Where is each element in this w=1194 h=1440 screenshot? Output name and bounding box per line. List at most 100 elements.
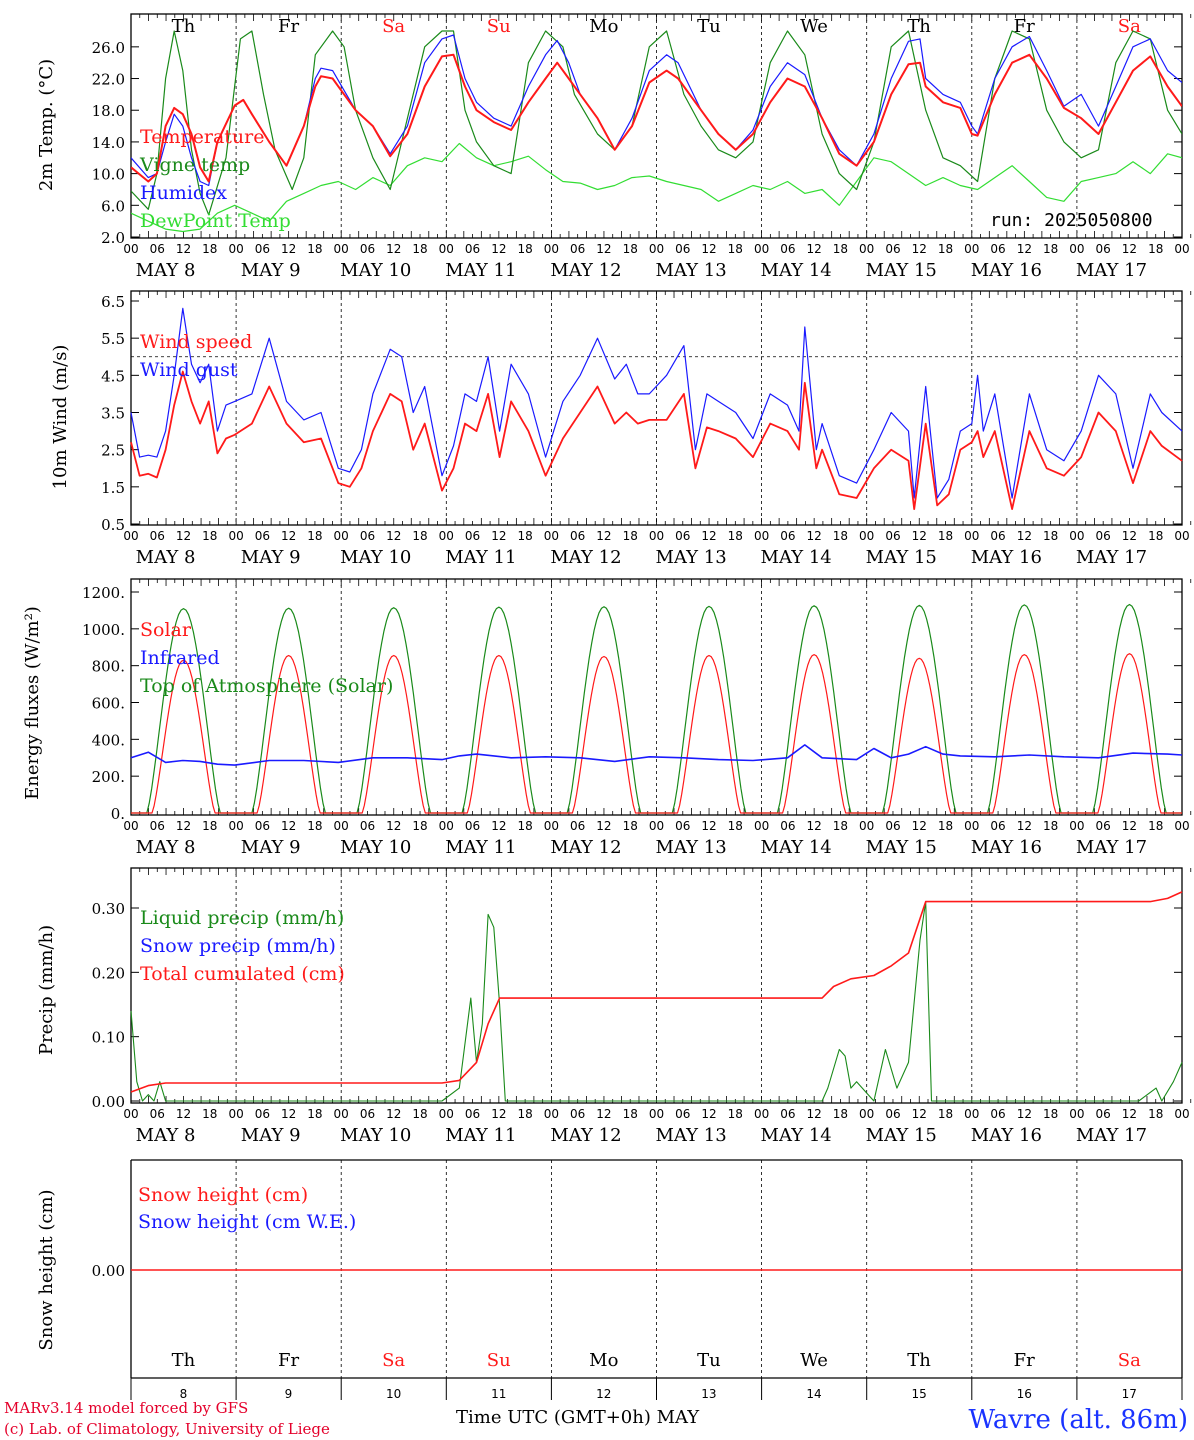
ylabel-wind: 10m Wind (m/s) [50,345,71,490]
energy-hour-label: 06 [465,819,480,833]
energy-hour-label: 06 [780,819,795,833]
wind-date-label: MAY 16 [971,547,1042,568]
energy-hour-label: 12 [281,819,296,833]
energy-ytick-label: 200. [92,768,125,786]
wind-hour-label: 00 [123,529,138,543]
temperature-ytick-label: 22.0 [92,71,125,89]
precip-ytick-label: 0.20 [92,964,125,982]
energy-hour-label: 18 [623,819,638,833]
temperature-dow-label: Su [487,16,511,37]
precip-hour-label: 00 [1069,1107,1084,1121]
ylabel-temperature: 2m Temp. (°C) [36,59,57,191]
temperature-hour-label: 18 [938,242,953,256]
energy-hour-label: 18 [728,819,743,833]
wind-hour-label: 12 [491,529,506,543]
precip-hour-label: 12 [491,1107,506,1121]
temperature-hour-label: 06 [360,242,375,256]
wind-hour-label: 06 [675,529,690,543]
temperature-dow-label: Th [172,16,196,37]
temperature-hour-label: 00 [1069,242,1084,256]
temperature-hour-label: 06 [465,242,480,256]
snow-day-number: 17 [1122,1387,1137,1401]
wind-date-label: MAY 9 [241,547,301,568]
precip-hour-label: 00 [859,1107,874,1121]
energy-date-label: MAY 14 [761,837,832,858]
legend-snow-precip: Snow precip (mm/h) [140,935,336,957]
energy-ytick-label: 1200. [82,584,125,602]
precip-ytick-label: 0.30 [92,900,125,918]
precip-hour-label: 00 [123,1107,138,1121]
energy-date-label: MAY 12 [550,837,621,858]
temperature-hour-label: 06 [990,242,1005,256]
snow-day-number: 11 [491,1387,506,1401]
time-axis-title: Time UTC (GMT+0h) MAY [456,1407,700,1428]
legend-snow-height: Snow height (cm) [138,1184,308,1206]
wind-hour-label: 00 [1069,529,1084,543]
precip-series-total [130,891,1183,1093]
precip-date-label: MAY 17 [1076,1125,1147,1146]
precip-hour-label: 18 [517,1107,532,1121]
temperature-hour-label: 00 [228,242,243,256]
precip-hour-label: 00 [544,1107,559,1121]
temperature-date-label: MAY 16 [971,260,1042,281]
temperature-date-label: MAY 15 [866,260,937,281]
energy-date-label: MAY 9 [241,837,301,858]
wind-hour-label: 12 [912,529,927,543]
energy-hour-label: 18 [1148,819,1163,833]
snow-day-number: 15 [911,1387,926,1401]
wind-hour-label: 18 [202,529,217,543]
legend-toa: Top of Atmosphere (Solar) [140,675,393,697]
wind-hour-label: 18 [623,529,638,543]
precip-hour-label: 18 [833,1107,848,1121]
wind-ytick-label: 6.5 [101,293,125,311]
temperature-hour-label: 12 [912,242,927,256]
temperature-date-label: MAY 12 [550,260,621,281]
temperature-date-label: MAY 8 [136,260,196,281]
energy-hour-label: 18 [307,819,322,833]
temperature-ytick-label: 6.0 [101,197,125,215]
legend-vigne-temp: Vigne temp [139,154,250,176]
wind-hour-label: 18 [517,529,532,543]
energy-hour-label: 12 [1017,819,1032,833]
precip-hour-label: 00 [228,1107,243,1121]
energy-series-solar [131,653,1182,814]
energy-hour-label: 18 [833,819,848,833]
snow-dow-label: Fr [278,1350,299,1371]
snow-day-number: 16 [1017,1387,1032,1401]
precip-hour-label: 00 [964,1107,979,1121]
wind-hour-label: 18 [1148,529,1163,543]
energy-date-label: MAY 13 [655,837,726,858]
temperature-hour-label: 00 [544,242,559,256]
precip-date-label: MAY 12 [550,1125,621,1146]
energy-ytick-label: 600. [92,695,125,713]
precip-hour-label: 06 [885,1107,900,1121]
temperature-hour-label: 12 [1017,242,1032,256]
precip-hour-label: 12 [596,1107,611,1121]
precip-series [130,891,1183,1102]
wind-ytick-label: 5.5 [101,330,125,348]
legend-dewpoint: DewPoint Temp [140,210,291,232]
energy-hour-label: 00 [228,819,243,833]
precip-hour-label: 06 [150,1107,165,1121]
temperature-series-vigne-temp [131,30,1182,216]
location-title: Wavre (alt. 86m) [968,1405,1188,1435]
energy-hour-label: 00 [859,819,874,833]
temperature-series [131,30,1182,233]
snow-dow-label: Fr [1014,1350,1035,1371]
wind-hour-label: 18 [1043,529,1058,543]
temperature-hour-label: 00 [859,242,874,256]
precip-hour-label: 18 [307,1107,322,1121]
wind-date-label: MAY 15 [866,547,937,568]
wind-ytick-label: 4.5 [101,367,125,385]
precip-hour-label: 12 [386,1107,401,1121]
precip-hour-label: 12 [807,1107,822,1121]
precip-hour-label: 00 [649,1107,664,1121]
wind-hour-label: 00 [228,529,243,543]
precip-date-label: MAY 15 [866,1125,937,1146]
energy-hour-label: 18 [938,819,953,833]
temperature-hour-label: 00 [439,242,454,256]
temperature-hour-label: 06 [780,242,795,256]
energy-panel: 0.200.400.600.800.1000.1200.00 06 12 18MAY … [82,578,1192,858]
temperature-ytick-label: 18.0 [92,102,125,120]
snow-dow-label: Tu [697,1350,721,1371]
